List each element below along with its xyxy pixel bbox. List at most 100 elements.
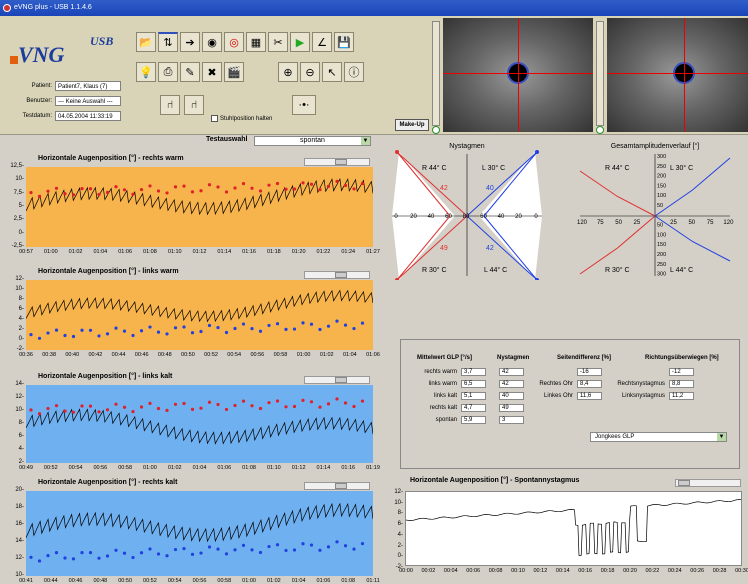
slow-phase-dot xyxy=(360,181,365,186)
angle-icon[interactable]: ∠ xyxy=(312,32,332,52)
pattern-icon[interactable]: ▦ xyxy=(246,32,266,52)
clapper-icon[interactable]: 🎬 xyxy=(224,62,244,82)
right-cam-toggle-icon[interactable] xyxy=(596,126,604,134)
scroll-thumb[interactable] xyxy=(335,272,347,278)
x-tick-label: 00:30 xyxy=(735,568,748,574)
chart-plot xyxy=(26,167,373,247)
x-tick-label: 01:02 xyxy=(319,352,334,358)
slow-phase-dot xyxy=(165,332,169,336)
richt-total: -12 xyxy=(669,368,694,376)
test-select[interactable]: spontan ▼ xyxy=(254,136,371,146)
date-field[interactable]: 04.05.2004 11:33:19 xyxy=(55,111,121,121)
x-tick-label: 01:16 xyxy=(341,465,356,471)
chevron-down-icon[interactable]: ▼ xyxy=(717,433,726,441)
slow-phase-dot xyxy=(46,406,50,411)
print-icon[interactable]: ⎙ xyxy=(158,62,178,82)
x-tick-label: 01:04 xyxy=(93,249,108,255)
slow-phase-dot xyxy=(360,399,365,403)
nyst-value: 49 xyxy=(499,404,524,412)
chart-plot xyxy=(26,491,373,576)
folder-icon[interactable]: 📂 xyxy=(136,32,156,52)
calibrate-icon[interactable]: ·•· xyxy=(292,95,316,115)
zoom-out-icon[interactable]: ⊖ xyxy=(300,62,320,82)
gesamt-x-tick: 75 xyxy=(707,220,714,226)
slow-phase-dot xyxy=(182,184,186,188)
slow-phase-dot xyxy=(360,321,365,325)
left-cam-toggle-icon[interactable] xyxy=(432,126,440,134)
scroll-thumb[interactable] xyxy=(678,480,690,486)
tools-icon[interactable]: ✂ xyxy=(268,32,288,52)
glp-value: 4,7 xyxy=(461,404,486,412)
save-icon[interactable]: 💾 xyxy=(334,32,354,52)
play-icon[interactable]: ▶ xyxy=(290,32,310,52)
right-cam-slider[interactable] xyxy=(596,21,604,126)
slow-phase-dot xyxy=(29,333,33,337)
gesamt-x-tick: 120 xyxy=(723,220,734,226)
slow-phase-dot xyxy=(88,187,93,191)
nyst-axis-tick: 0 xyxy=(534,214,538,220)
slow-phase-dot xyxy=(97,192,101,197)
stimulus-icon[interactable]: ⇅ xyxy=(158,32,178,52)
eye-position-line xyxy=(26,502,373,543)
x-tick-label: 00:12 xyxy=(533,568,548,574)
linkes-ohr-value: 11,6 xyxy=(577,392,602,400)
chair-left-icon[interactable]: ⑁ xyxy=(160,95,180,115)
makeup-button[interactable]: Make-Up xyxy=(395,119,429,131)
slow-phase-dot xyxy=(190,190,195,194)
eye-icon[interactable]: ◉ xyxy=(202,32,222,52)
gesamt-y-tick: 100 xyxy=(657,232,666,238)
slow-phase-dot xyxy=(216,547,220,551)
patient-field[interactable]: Patient7, Klaus (7) xyxy=(55,81,121,91)
slow-phase-dot xyxy=(233,326,237,331)
slow-phase-dot xyxy=(267,544,271,549)
zoom-in-icon[interactable]: ⊕ xyxy=(278,62,298,82)
slow-phase-dot xyxy=(360,541,365,546)
slow-phase-dot xyxy=(292,327,297,331)
edit-icon[interactable]: ✎ xyxy=(180,62,200,82)
chair-right-icon[interactable]: ⑁ xyxy=(184,95,204,115)
slow-phase-dot xyxy=(352,187,356,191)
chevron-down-icon[interactable]: ▼ xyxy=(361,137,370,145)
target-icon[interactable]: ◎ xyxy=(224,32,244,52)
scroll-thumb[interactable] xyxy=(335,377,347,383)
left-cam-slider[interactable] xyxy=(432,21,440,126)
y-tick-label: 12,5- xyxy=(10,163,24,169)
info-icon[interactable]: ⓘ xyxy=(344,62,364,82)
scroll-thumb[interactable] xyxy=(335,159,347,165)
cursor-icon[interactable]: ↖ xyxy=(322,62,342,82)
scroll-thumb[interactable] xyxy=(335,483,347,489)
slow-phase-dot xyxy=(173,185,178,189)
nyst-series-line xyxy=(466,151,538,217)
user-field[interactable]: --- Keine Auswahl --- xyxy=(55,96,121,106)
slow-phase-dot xyxy=(267,323,271,328)
method-select[interactable]: Jongkees GLP ▼ xyxy=(590,432,727,442)
delete-icon[interactable]: ✖ xyxy=(202,62,222,82)
gesamt-y-tick: 50 xyxy=(657,223,663,229)
chart-scrollbar[interactable] xyxy=(304,158,370,166)
y-tick-label: 2- xyxy=(18,459,24,465)
nyst-series-line xyxy=(396,215,468,280)
slow-phase-dot xyxy=(131,333,135,338)
spontan-line xyxy=(406,499,741,556)
stuhl-checkbox[interactable] xyxy=(211,115,218,122)
slow-phase-dot xyxy=(241,543,246,547)
light-icon[interactable]: 💡 xyxy=(136,62,156,82)
x-tick-label: 00:50 xyxy=(118,578,133,584)
nystagmen-title: Nystagmen xyxy=(449,143,485,150)
x-tick-label: 00:54 xyxy=(167,578,182,584)
glp-header: Mittelwert GLP [°/s] xyxy=(417,355,472,361)
chart-scrollbar[interactable] xyxy=(304,376,370,384)
x-tick-label: 00:46 xyxy=(134,352,149,358)
stuhl-option[interactable]: Stuhlposition halten xyxy=(211,115,272,122)
arrow-right-icon[interactable]: ➔ xyxy=(180,32,200,52)
nyst-l44-label: L 44° C xyxy=(484,266,507,274)
chart-scrollbar[interactable] xyxy=(304,271,370,279)
gesamt-x-tick: 50 xyxy=(615,220,622,226)
slow-phase-dot xyxy=(105,332,110,336)
y-tick-label: 8- xyxy=(18,420,24,426)
patient-label: Patient: xyxy=(31,83,52,89)
chart-scrollbar[interactable] xyxy=(304,482,370,490)
linksnystagmus-label: Linksnystagmus xyxy=(621,393,665,399)
slow-phase-dot xyxy=(156,406,161,411)
spontan-scrollbar[interactable] xyxy=(675,479,741,487)
